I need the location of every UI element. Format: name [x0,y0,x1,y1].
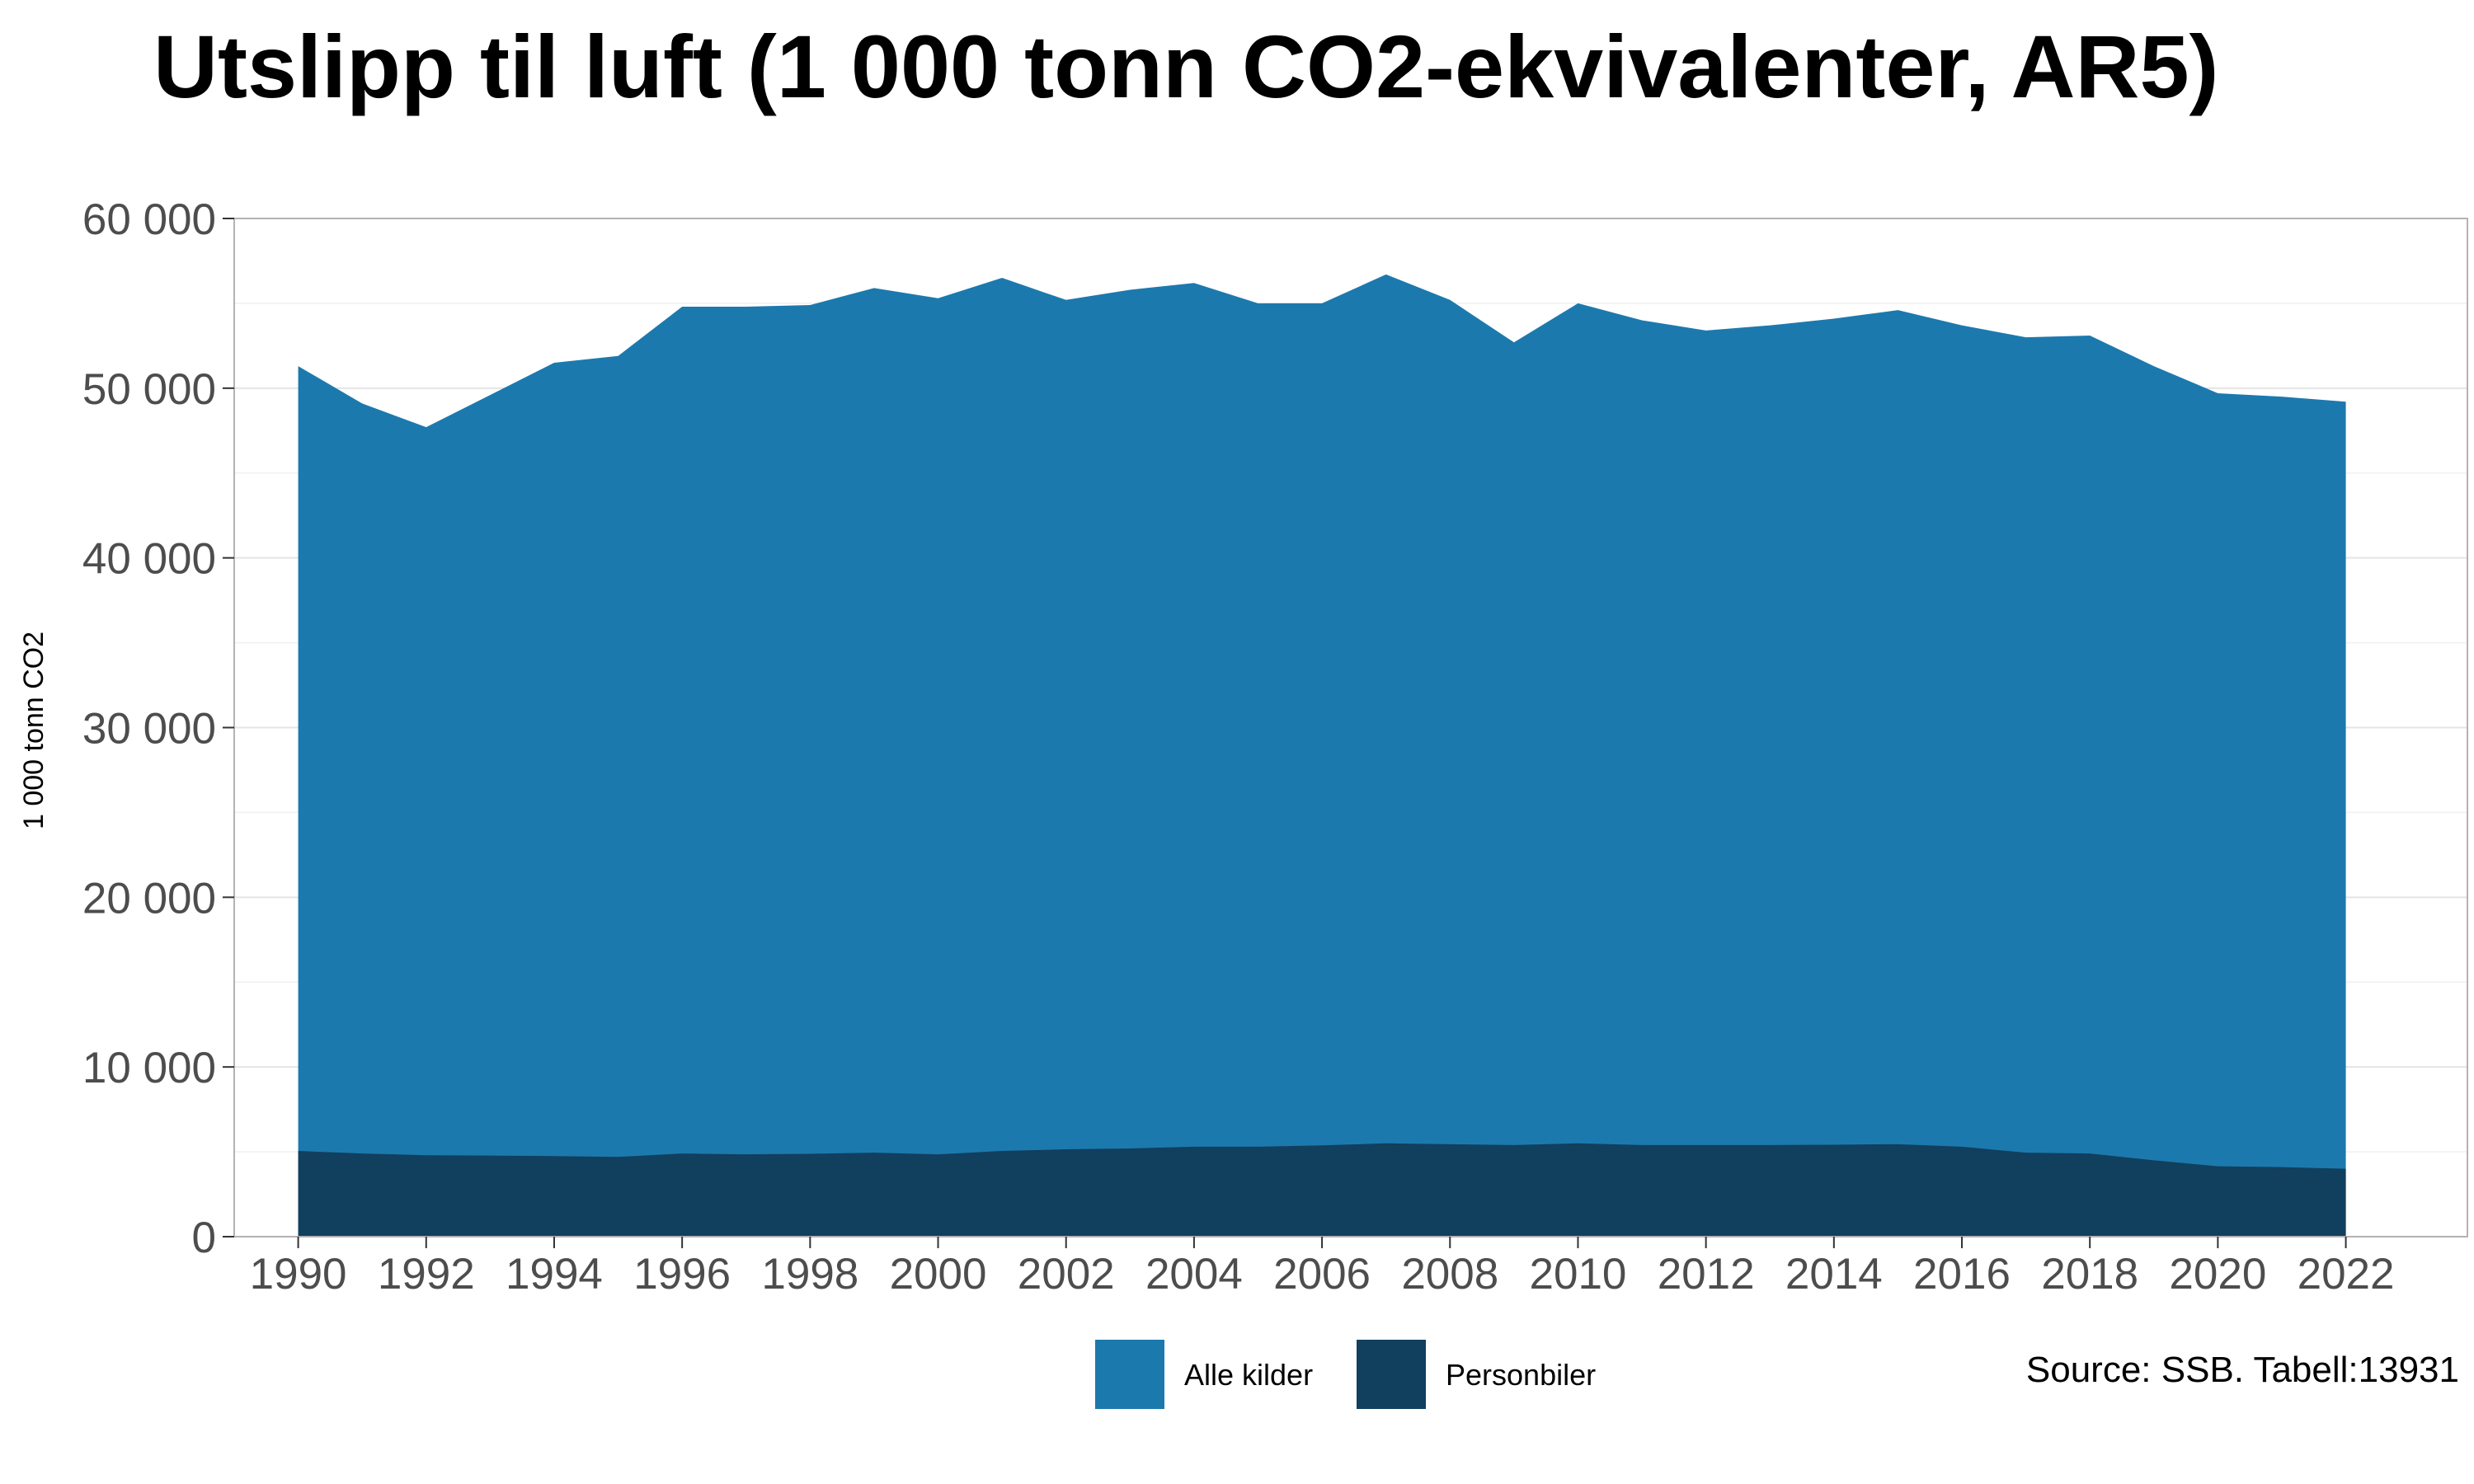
area-series [298,274,2346,1237]
x-tick-label: 2010 [1530,1250,1627,1298]
x-tick-label: 2020 [2169,1250,2266,1298]
x-tick-label: 1996 [633,1250,731,1298]
x-tick-label: 2016 [1913,1250,2011,1298]
y-tick-label: 0 [192,1214,216,1262]
x-tick-label: 2002 [1018,1250,1115,1298]
x-tick-label: 1998 [761,1250,858,1298]
source-note: Source: SSB. Tabell:13931 [2026,1350,2459,1390]
area-series-2 [298,1143,2346,1237]
area-series-1 [298,274,2346,1237]
x-tick-label: 1994 [506,1250,603,1298]
legend-label-2: Personbiler [1446,1358,1596,1392]
y-tick-label: 30 000 [82,705,216,754]
x-tick-label: 2004 [1145,1250,1243,1298]
x-tick-label: 1990 [250,1250,347,1298]
y-tick-label: 20 000 [82,874,216,923]
x-tick-label: 2012 [1658,1250,1755,1298]
x-tick-label: 2006 [1273,1250,1371,1298]
y-tick-label: 60 000 [82,195,216,244]
x-tick-label: 2000 [890,1250,987,1298]
y-tick-label: 10 000 [82,1044,216,1092]
y-tick-label: 40 000 [82,535,216,584]
x-tick-label: 2008 [1401,1250,1498,1298]
x-tick-label: 1992 [378,1250,475,1298]
y-axis-title: 1 000 tonn CO2 [18,632,49,829]
legend-swatch-1 [1095,1340,1164,1409]
legend: Alle kilder Personbiler [1095,1340,1596,1409]
x-axis: 1990 1992 1994 1996 1998 2000 2002 2004 2006 2008… [250,1237,2395,1298]
legend-label-1: Alle kilder [1184,1358,1313,1392]
x-tick-label: 2014 [1785,1250,1883,1298]
x-tick-label: 2018 [2041,1250,2138,1298]
chart-title: Utslipp til luft (1 000 tonn CO2-ekvival… [153,16,2219,116]
x-tick-label: 2022 [2298,1250,2395,1298]
legend-swatch-2 [1357,1340,1426,1409]
y-axis: 0 10 000 20 000 30 000 40 000 50 000 60 000 [82,195,234,1262]
y-tick-label: 50 000 [82,365,216,414]
